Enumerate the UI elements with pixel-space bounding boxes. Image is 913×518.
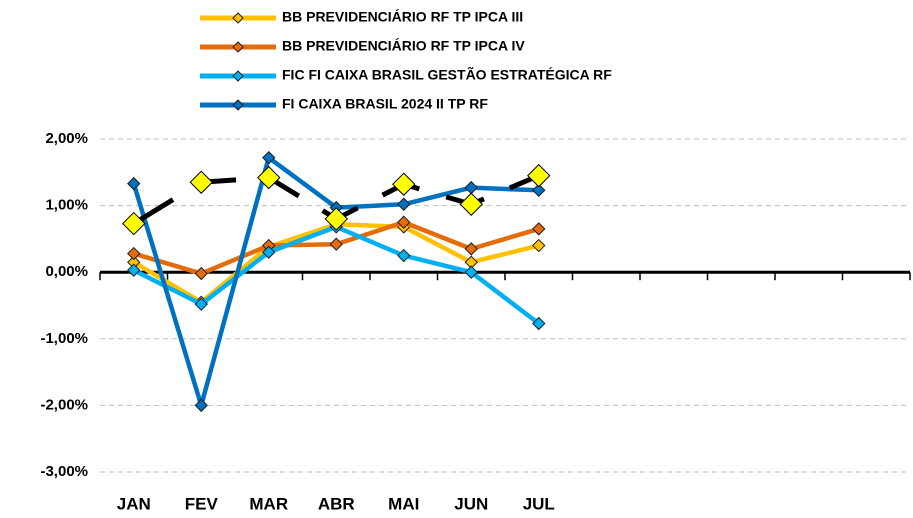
series-marker	[127, 246, 141, 261]
legend-marker	[232, 41, 244, 53]
legend-marker	[232, 70, 244, 82]
y-tick-label: 1,00%	[45, 197, 88, 214]
y-tick-label: 0,00%	[45, 263, 88, 280]
y-tick-label: -2,00%	[40, 396, 88, 413]
series-marker	[127, 176, 141, 191]
series-marker	[194, 266, 208, 281]
legend-marker	[232, 99, 244, 111]
x-tick-label: JUN	[454, 494, 488, 513]
x-tick-label: JAN	[117, 494, 151, 513]
x-tick-label: ABR	[318, 494, 355, 513]
x-tick-label: MAI	[388, 494, 419, 513]
y-tick-label: -3,00%	[40, 463, 88, 480]
legend-label: BB PREVIDENCIÁRIO RF TP IPCA IV	[282, 38, 525, 54]
x-tick-label: FEV	[185, 494, 219, 513]
legend-marker	[232, 12, 244, 24]
series-marker	[464, 242, 478, 256]
series-marker	[532, 183, 546, 197]
series-marker	[194, 398, 208, 413]
series-line	[132, 221, 540, 305]
legend-label: FI CAIXA BRASIL 2024 II TP RF	[282, 96, 488, 112]
series-marker	[189, 170, 213, 194]
series-marker	[397, 215, 411, 229]
y-tick-label: 2,00%	[45, 130, 88, 147]
x-tick-label: MAR	[249, 494, 288, 513]
series-marker	[262, 245, 276, 259]
legend-label: BB PREVIDENCIÁRIO RF TP IPCA III	[282, 9, 523, 25]
series-marker	[122, 211, 146, 236]
series-marker	[459, 192, 483, 216]
series-marker	[464, 265, 478, 279]
series-marker	[194, 297, 208, 311]
series-marker	[532, 222, 546, 236]
series-marker	[262, 150, 276, 165]
series-marker	[397, 197, 411, 211]
series-marker	[532, 238, 546, 253]
legend-label: FIC FI CAIXA BRASIL GESTÃO ESTRATÉGICA R…	[282, 66, 612, 83]
series-marker	[127, 263, 141, 277]
series-marker	[397, 248, 411, 263]
series-marker	[532, 316, 546, 331]
series-marker	[392, 172, 416, 196]
y-tick-label: -1,00%	[40, 330, 88, 347]
series-marker	[324, 207, 348, 231]
series-marker	[527, 163, 551, 188]
series-marker	[257, 165, 281, 190]
series-line	[131, 155, 539, 408]
series-marker	[464, 180, 478, 195]
x-tick-label: JUL	[523, 494, 555, 513]
series-marker	[329, 237, 343, 251]
